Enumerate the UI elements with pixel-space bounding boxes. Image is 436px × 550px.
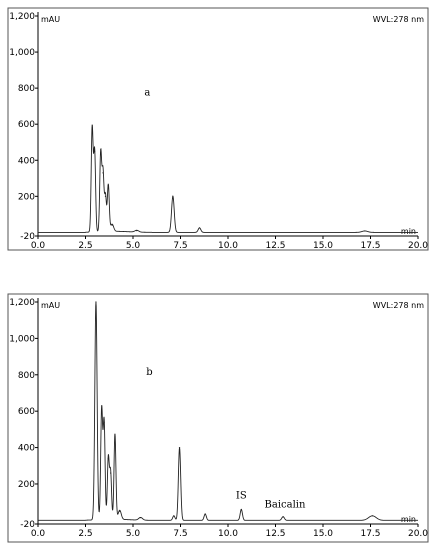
peak-a-9 (198, 227, 201, 229)
x-tick-label-a-1: 2.5 (78, 241, 92, 251)
peak-b-4 (109, 472, 112, 474)
peak-a-0 (91, 127, 93, 129)
peak-a-10 (364, 230, 366, 232)
peak-a-8 (172, 195, 174, 197)
x-unit-label-b: min (401, 515, 416, 524)
peak-a-4 (104, 195, 107, 197)
wavelength-label-a: WVL:278 nm (373, 15, 424, 24)
peak-annotation-b-0: IS (236, 491, 247, 502)
peak-b-5 (114, 434, 116, 436)
y-tick-label-a-4: 800 (18, 84, 35, 94)
x-tick-label-b-4: 10.0 (218, 529, 238, 539)
peak-b-7 (140, 517, 142, 519)
chromatogram-panel-a: -20 200 400 600 800 1,000 1,200 0.0 2.5 5.0 7.5 10.… (0, 0, 436, 258)
y-tick-label-a-0: -20 (20, 232, 35, 242)
y-tick-label-b-3: 600 (18, 407, 35, 417)
peak-a-7 (136, 229, 138, 232)
y-tick-label-a-2: 400 (18, 156, 35, 166)
peak-b-9 (178, 446, 181, 449)
y-tick-label-a-1: 200 (18, 192, 35, 202)
peak-a-6 (111, 224, 113, 226)
peak-b-3 (107, 457, 109, 460)
peak-annotation-b-1: Baicalin (265, 500, 306, 511)
x-tick-label-a-4: 10.0 (218, 241, 238, 251)
peak-b-2 (103, 421, 105, 423)
chromatogram-trace-b (38, 301, 418, 521)
peak-a-2 (100, 152, 102, 154)
y-tick-label-b-0: -20 (20, 520, 35, 530)
x-tick-label-b-0: 0.0 (31, 529, 46, 539)
y-tick-label-b-6: 1,200 (9, 298, 35, 308)
x-tick-label-b-8: 20.0 (408, 529, 428, 539)
x-unit-label-a: min (401, 227, 416, 236)
y-tick-label-b-2: 400 (18, 444, 35, 454)
chromatogram-trace-a (38, 124, 418, 233)
peak-b-1 (101, 408, 103, 410)
chromatogram-panel-b: -20 200 400 600 800 1,000 1,200 0.0 2.5 5.0 7.5 10.… (0, 286, 436, 550)
x-tick-label-b-5: 12.5 (265, 529, 285, 539)
peak-a-5 (107, 184, 109, 187)
peak-b-12 (282, 516, 284, 518)
y-tick-label-b-1: 200 (18, 480, 35, 490)
x-tick-label-b-3: 7.5 (173, 529, 187, 539)
y-unit-label-b: mAU (41, 301, 60, 310)
peak-b-0 (95, 301, 97, 303)
x-tick-label-a-6: 15.0 (313, 241, 333, 251)
peak-b-10 (204, 513, 206, 515)
peak-b-13 (371, 515, 373, 517)
x-tick-label-a-8: 20.0 (408, 241, 428, 251)
x-tick-label-a-5: 12.5 (265, 241, 285, 251)
panel-label-a: a (144, 87, 150, 98)
peak-b-11 (240, 508, 242, 511)
x-tick-label-b-1: 2.5 (78, 529, 92, 539)
x-tick-label-b-2: 5.0 (126, 529, 141, 539)
y-unit-label-a: mAU (41, 15, 60, 24)
x-tick-label-b-6: 15.0 (313, 529, 333, 539)
x-tick-label-a-2: 5.0 (126, 241, 141, 251)
x-tick-label-b-7: 17.5 (360, 529, 380, 539)
x-tick-label-a-7: 17.5 (360, 241, 380, 251)
y-tick-label-a-3: 600 (18, 120, 35, 130)
y-tick-label-b-4: 800 (18, 371, 35, 381)
y-tick-label-a-6: 1,200 (9, 12, 35, 22)
chromatogram-b-svg: -20 200 400 600 800 1,000 1,200 0.0 2.5 5.0 7.5 10.… (7, 293, 429, 543)
chart-frame-a (7, 7, 429, 251)
y-tick-label-a-5: 1,000 (9, 48, 35, 58)
peak-b-6 (119, 510, 121, 512)
peak-a-3 (102, 172, 104, 174)
chromatogram-a-svg: -20 200 400 600 800 1,000 1,200 0.0 2.5 5.0 7.5 10.… (7, 7, 429, 251)
wavelength-label-b: WVL:278 nm (373, 301, 424, 310)
panel-label-b: b (146, 367, 152, 378)
peak-a-1 (94, 150, 96, 152)
x-tick-label-a-3: 7.5 (173, 241, 187, 251)
x-tick-label-a-0: 0.0 (31, 241, 46, 251)
y-tick-label-b-5: 1,000 (9, 334, 35, 344)
peak-b-8 (173, 515, 175, 517)
chart-frame-b (7, 293, 429, 543)
